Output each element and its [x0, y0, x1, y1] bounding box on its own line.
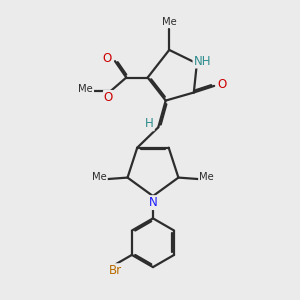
Text: O: O: [103, 52, 112, 65]
Text: Me: Me: [162, 17, 177, 27]
Text: O: O: [104, 91, 113, 104]
Text: Me: Me: [79, 84, 93, 94]
Text: O: O: [218, 78, 227, 91]
Text: Br: Br: [109, 264, 122, 277]
Text: N: N: [149, 196, 158, 209]
Text: Me: Me: [199, 172, 214, 182]
Text: NH: NH: [194, 55, 211, 68]
Text: Me: Me: [92, 172, 107, 182]
Text: H: H: [145, 117, 154, 130]
